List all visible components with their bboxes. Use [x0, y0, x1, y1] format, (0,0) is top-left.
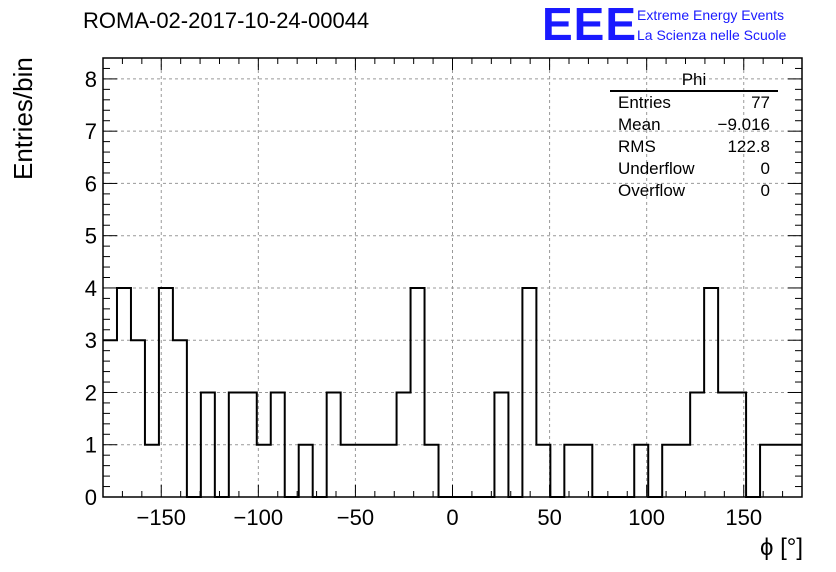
x-tick-label: 100	[628, 505, 665, 530]
stats-title: Phi	[610, 70, 778, 92]
y-tick-label: 8	[85, 67, 97, 92]
stats-box: Phi Entries 77 Mean −9.016 RMS 122.8 Underflow…	[610, 70, 778, 202]
histogram-bin	[173, 340, 187, 497]
histogram-bin	[760, 445, 774, 497]
logo-subtitle-line1: Extreme Energy Events	[637, 7, 785, 23]
eee-logo: EEE	[542, 0, 638, 50]
stats-rows: Entries 77 Mean −9.016 RMS 122.8 Underflow 0 Ove…	[610, 92, 778, 202]
stats-row: Underflow 0	[610, 158, 778, 180]
histogram-bin	[383, 445, 397, 497]
histogram-bin	[662, 445, 676, 497]
histogram-bin	[369, 445, 383, 497]
stats-label: Overflow	[618, 181, 686, 200]
y-tick-label: 2	[85, 380, 97, 405]
y-tick-label: 4	[85, 276, 97, 301]
histogram-bin	[425, 445, 439, 497]
histogram-bin	[578, 445, 592, 497]
histogram-bin	[718, 392, 732, 497]
stats-label: Entries	[618, 93, 671, 112]
stats-value: 0	[760, 181, 770, 200]
stats-value: −9.016	[717, 115, 770, 134]
histogram-bin	[536, 445, 550, 497]
histogram-bin	[341, 445, 355, 497]
y-tick-label: 3	[85, 328, 97, 353]
histogram-bin	[774, 445, 788, 497]
x-tick-label: −150	[136, 505, 186, 530]
x-tick-label: 0	[446, 505, 458, 530]
stats-row: Overflow 0	[610, 180, 778, 202]
stats-value: 0	[760, 159, 770, 178]
histogram-bin	[564, 445, 578, 497]
stats-row: RMS 122.8	[610, 136, 778, 158]
stats-value: 77	[751, 93, 770, 112]
stats-label: Underflow	[618, 159, 695, 178]
stats-label: Mean	[618, 115, 661, 134]
histogram-bin	[634, 445, 648, 497]
histogram-bin	[103, 340, 117, 497]
stats-row: Entries 77	[610, 92, 778, 114]
histogram-series	[103, 286, 802, 498]
histogram-bin	[355, 445, 369, 497]
histogram-bin	[788, 445, 802, 497]
x-tick-label: −100	[234, 505, 284, 530]
x-axis-label: ϕ [°]	[759, 534, 803, 561]
stats-row: Mean −9.016	[610, 114, 778, 136]
x-tick-label: 50	[537, 505, 561, 530]
stats-label: RMS	[618, 137, 656, 156]
histogram-bin	[257, 445, 271, 497]
y-tick-label: 7	[85, 119, 97, 144]
histogram-bin	[145, 445, 159, 497]
x-tick-label: −50	[337, 505, 374, 530]
y-tick-label: 0	[85, 485, 97, 510]
histogram-bin	[299, 445, 313, 497]
y-axis-label: Entries/bin	[8, 57, 38, 180]
chart-title: ROMA-02-2017-10-24-00044	[83, 8, 370, 33]
histogram-bin	[676, 445, 690, 497]
stats-value: 122.8	[727, 137, 770, 156]
y-tick-label: 1	[85, 433, 97, 458]
y-tick-label: 6	[85, 171, 97, 196]
x-tick-label: 150	[725, 505, 762, 530]
histogram-bin	[131, 340, 145, 497]
logo-subtitle: Extreme Energy Events La Scienza nelle S…	[637, 5, 786, 45]
logo-subtitle-line2: La Scienza nelle Scuole	[637, 27, 787, 43]
y-tick-label: 5	[85, 224, 97, 249]
